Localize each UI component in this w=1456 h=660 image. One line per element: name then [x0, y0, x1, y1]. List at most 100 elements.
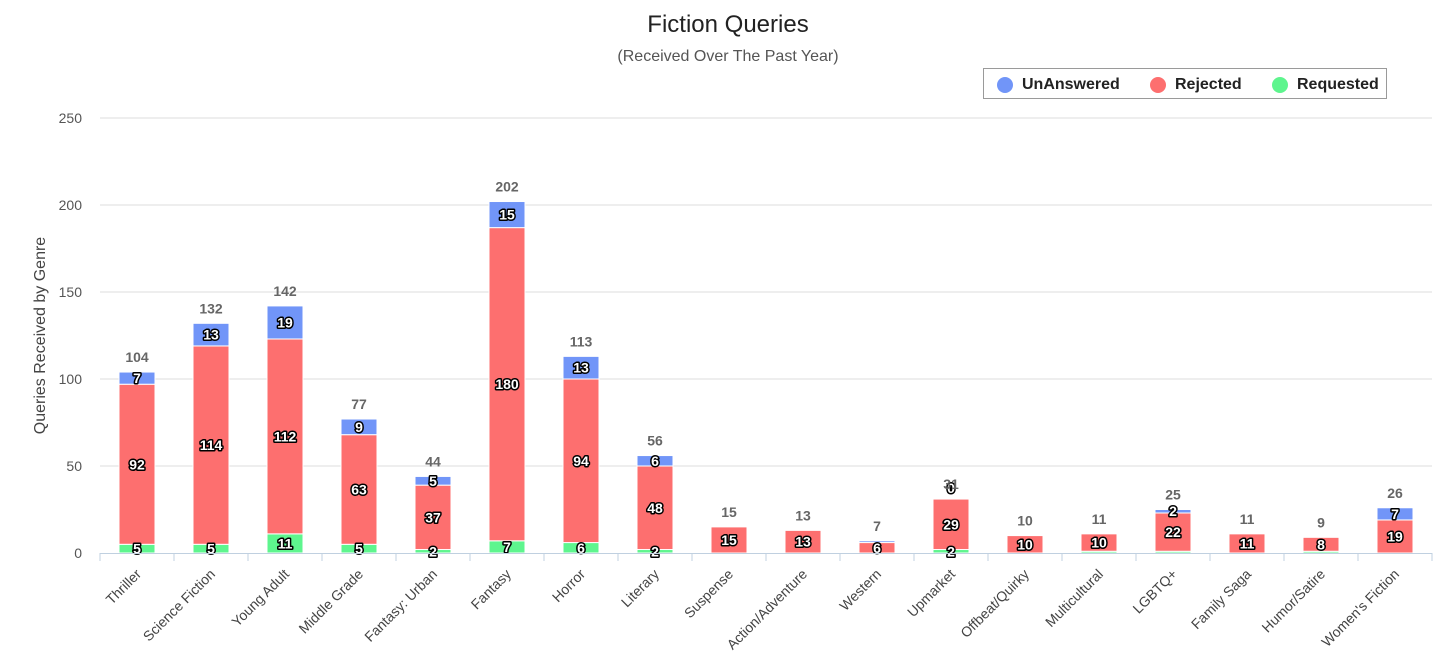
data-label-unanswered-7: 6	[651, 453, 659, 469]
bar-unanswered-6[interactable]	[562, 355, 600, 380]
x-tick-label-5: Fantasy	[468, 566, 515, 613]
grid-layer	[100, 117, 1432, 467]
x-tick-label-10: Western	[836, 566, 884, 614]
legend-dot-rejected	[1150, 76, 1166, 93]
y-axis-title: Queries Received by Genre	[32, 237, 49, 435]
bar-unanswered-17[interactable]	[1376, 507, 1414, 521]
data-label-rejected-7: 48	[647, 500, 663, 516]
bar-unanswered-7[interactable]	[636, 455, 674, 467]
total-label-7: 56	[647, 433, 663, 449]
bar-rejected-13[interactable]	[1080, 533, 1118, 552]
total-label-3: 77	[351, 396, 367, 412]
bar-unanswered-2[interactable]	[266, 305, 304, 340]
bar-rejected-7[interactable]	[636, 465, 674, 551]
data-label-requested-7: 2	[651, 543, 659, 559]
data-label-unanswered-6: 13	[573, 360, 589, 376]
x-tick-label-9: Action/Adventure	[723, 566, 810, 653]
total-label-16: 9	[1317, 514, 1325, 530]
legend-item-rejected[interactable]: Rejected	[1150, 69, 1242, 100]
data-label-rejected-17: 19	[1387, 528, 1403, 544]
data-label-rejected-3: 63	[351, 481, 367, 497]
data-label-unanswered-2: 19	[277, 314, 293, 330]
data-label-requested-2: 11	[278, 535, 293, 551]
y-tick-label-50: 50	[66, 458, 82, 474]
data-label-rejected-11: 29	[943, 516, 959, 532]
total-label-6: 113	[570, 333, 593, 349]
labels-layer: 5927104511413132111121914256397723754471…	[125, 179, 1404, 561]
data-label-rejected-14: 22	[1165, 524, 1181, 540]
y-tick-label-200: 200	[59, 197, 83, 213]
total-label-13: 11	[1092, 511, 1107, 527]
data-label-requested-4: 2	[429, 543, 437, 559]
data-label-rejected-0: 92	[129, 456, 145, 472]
data-label-rejected-1: 114	[200, 437, 223, 453]
bar-unanswered-14[interactable]	[1154, 509, 1192, 514]
x-tick-label-17: Women's Fiction	[1318, 566, 1402, 650]
y-tick-label-150: 150	[59, 284, 83, 300]
data-label-rejected-6: 94	[573, 453, 589, 469]
bar-rejected-5[interactable]	[488, 227, 526, 542]
total-label-9: 13	[795, 507, 811, 523]
total-label-15: 11	[1240, 511, 1255, 527]
legend-label-requested: Requested	[1297, 75, 1379, 93]
bar-rejected-14[interactable]	[1154, 512, 1192, 552]
data-label-rejected-9: 13	[795, 534, 811, 550]
total-label-5: 202	[495, 179, 519, 195]
bars-layer	[118, 201, 1414, 554]
total-label-8: 15	[721, 504, 737, 520]
data-label-unanswered-3: 9	[355, 419, 363, 435]
total-label-12: 10	[1017, 513, 1033, 529]
legend-label-unanswered: UnAnswered	[1022, 75, 1120, 93]
bar-unanswered-1[interactable]	[192, 322, 230, 347]
bar-unanswered-5[interactable]	[488, 201, 526, 229]
total-label-0: 104	[125, 349, 149, 365]
bar-rejected-1[interactable]	[192, 345, 230, 545]
data-label-rejected-13: 10	[1091, 535, 1107, 551]
total-label-4: 44	[425, 453, 441, 469]
data-label-rejected-5: 180	[495, 376, 519, 392]
total-label-11: 31	[943, 476, 959, 492]
legend-item-unanswered[interactable]: UnAnswered	[997, 69, 1120, 100]
bar-rejected-0[interactable]	[118, 383, 156, 545]
x-tick-label-3: Middle Grade	[295, 566, 366, 637]
total-label-17: 26	[1387, 485, 1403, 501]
data-label-unanswered-4: 5	[429, 473, 437, 489]
total-label-1: 132	[199, 300, 223, 316]
x-tick-label-6: Horror	[549, 566, 589, 606]
bar-unanswered-10[interactable]	[858, 540, 896, 544]
bar-unanswered-0[interactable]	[118, 371, 156, 385]
data-label-unanswered-11: 0	[947, 480, 955, 496]
x-tick-label-13: Multicultural	[1042, 566, 1106, 630]
data-label-requested-3: 5	[355, 541, 363, 557]
bar-rejected-2[interactable]	[266, 338, 304, 535]
legend-dot-requested	[1272, 76, 1288, 93]
bar-unanswered-3[interactable]	[340, 418, 378, 436]
bar-rejected-16[interactable]	[1302, 536, 1340, 552]
x-tick-label-16: Humor/Satire	[1258, 566, 1328, 636]
legend: UnAnswered Rejected Requested	[983, 68, 1387, 99]
y-tick-label-100: 100	[59, 371, 83, 387]
chart-subtitle: (Received Over The Past Year)	[617, 48, 839, 65]
x-tick-label-11: Upmarket	[904, 566, 958, 620]
data-label-unanswered-1: 13	[203, 327, 219, 343]
y-tick-label-250: 250	[59, 110, 83, 126]
legend-dot-unanswered	[997, 76, 1013, 93]
x-tick-label-14: LGBTQ+	[1129, 566, 1180, 617]
bar-unanswered-4[interactable]	[414, 475, 452, 486]
data-label-rejected-10: 6	[873, 540, 881, 556]
bar-rejected-3[interactable]	[340, 434, 378, 545]
legend-item-requested[interactable]: Requested	[1272, 69, 1379, 100]
y-tick-label-0: 0	[74, 545, 82, 561]
bar-rejected-11[interactable]	[932, 498, 970, 551]
data-label-rejected-12: 10	[1017, 536, 1033, 552]
x-tick-label-15: Family Saga	[1188, 566, 1254, 632]
data-label-requested-0: 5	[133, 541, 141, 557]
x-tick-label-12: Offbeat/Quirky	[957, 566, 1032, 641]
x-tick-label-8: Suspense	[681, 566, 736, 621]
legend-label-rejected: Rejected	[1175, 75, 1242, 93]
data-label-requested-6: 6	[577, 540, 585, 556]
data-label-requested-11: 2	[947, 543, 955, 559]
x-tick-label-7: Literary	[618, 566, 662, 610]
x-tick-label-4: Fantasy: Urban	[361, 566, 440, 645]
